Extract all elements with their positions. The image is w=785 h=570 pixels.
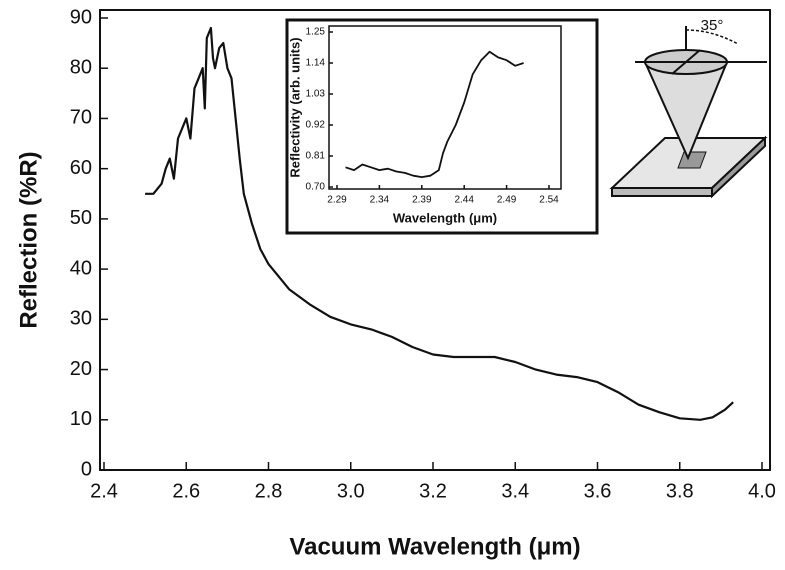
x-tick-label: 2.29: [327, 195, 347, 206]
x-tick-label: 2.39: [412, 195, 432, 206]
y-axis-label: Reflection (%R): [15, 151, 42, 328]
x-axis-label: Vacuum Wavelength (μm): [289, 533, 580, 560]
x-tick-label: 2.44: [454, 195, 474, 206]
plot-frame: [328, 25, 562, 190]
y-tick-label: 1.25: [306, 27, 326, 38]
x-tick-label: 4.0: [748, 480, 776, 502]
y-tick-label: 90: [70, 6, 92, 28]
x-tick-label: 2.54: [539, 195, 559, 206]
y-tick-label: 10: [70, 408, 92, 430]
data-line: [145, 26, 734, 421]
y-tick-label: 20: [70, 358, 92, 380]
y-tick-label: 1.03: [306, 89, 326, 100]
x-tick-label: 2.34: [370, 195, 390, 206]
angle-label: 35°: [701, 17, 724, 34]
x-tick-label: 3.0: [337, 480, 365, 502]
y-tick-label: 1.14: [306, 58, 326, 69]
x-tick-label: 2.6: [172, 480, 200, 502]
x-axis-label: Wavelength (μm): [393, 210, 497, 225]
plot-frame: [99, 9, 771, 471]
y-tick-label: 50: [70, 207, 92, 229]
x-tick-label: 3.4: [501, 480, 529, 502]
x-tick-label: 2.4: [90, 480, 118, 502]
x-tick-label: 2.8: [255, 480, 283, 502]
y-tick-label: 0.81: [306, 151, 326, 162]
y-tick-label: 40: [70, 257, 92, 279]
x-tick-label: 3.6: [584, 480, 612, 502]
y-tick-label: 30: [70, 308, 92, 330]
y-tick-label: 0: [81, 458, 92, 480]
y-axis-label: Reflectivity (arb. units): [287, 37, 302, 177]
x-tick-label: 2.49: [497, 195, 517, 206]
y-tick-label: 60: [70, 157, 92, 179]
y-tick-label: 70: [70, 107, 92, 129]
cone-diagram: [609, 26, 768, 199]
x-tick-label: 3.2: [419, 480, 447, 502]
data-line: [345, 50, 524, 178]
inset-frame: [285, 18, 599, 235]
y-tick-label: 0.70: [306, 182, 326, 193]
x-tick-label: 3.8: [666, 480, 694, 502]
y-tick-label: 0.92: [306, 120, 326, 131]
y-tick-label: 80: [70, 57, 92, 79]
